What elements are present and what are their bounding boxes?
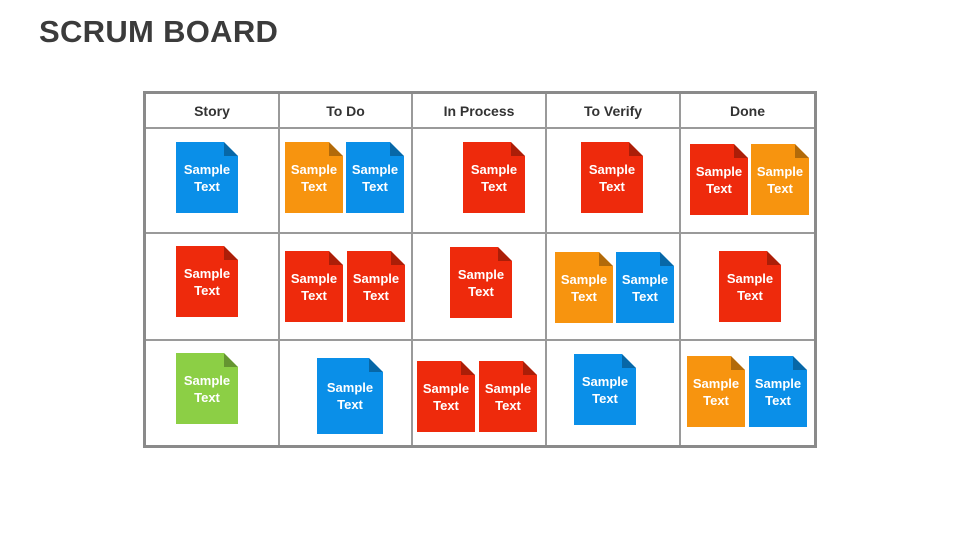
note-label: Sample Text: [326, 380, 374, 412]
sticky-note[interactable]: Sample Text: [417, 361, 475, 432]
row-divider: [146, 232, 814, 234]
sticky-note[interactable]: Sample Text: [574, 354, 636, 425]
column-divider: [545, 94, 547, 445]
note-label: Sample Text: [754, 375, 802, 408]
note-label: Sample Text: [183, 161, 231, 194]
sticky-note[interactable]: Sample Text: [176, 353, 238, 424]
note-label: Sample Text: [484, 380, 532, 413]
sticky-note[interactable]: Sample Text: [687, 356, 745, 427]
sticky-note[interactable]: Sample Text: [555, 252, 613, 323]
sticky-note[interactable]: Sample Text: [450, 247, 512, 318]
sticky-note[interactable]: Sample Text: [176, 246, 238, 317]
column-divider: [278, 94, 280, 445]
column-header-story: Story: [194, 103, 230, 119]
column-divider: [411, 94, 413, 445]
note-label: Sample Text: [560, 271, 608, 304]
sticky-note[interactable]: Sample Text: [751, 144, 809, 215]
sticky-note[interactable]: Sample Text: [463, 142, 525, 213]
sticky-note[interactable]: Sample Text: [346, 142, 404, 213]
scrum-board: Story To Do In Process To Verify Done Sa…: [143, 91, 817, 448]
note-label: Sample Text: [183, 372, 231, 405]
sticky-note[interactable]: Sample Text: [285, 251, 343, 322]
note-label: Sample Text: [351, 161, 399, 194]
sticky-note[interactable]: Sample Text: [690, 144, 748, 215]
note-label: Sample Text: [621, 271, 669, 304]
sticky-note[interactable]: Sample Text: [581, 142, 643, 213]
note-label: Sample Text: [290, 161, 338, 194]
sticky-note[interactable]: Sample Text: [616, 252, 674, 323]
note-label: Sample Text: [695, 163, 743, 196]
page-title: SCRUM BOARD: [39, 14, 279, 49]
note-label: Sample Text: [352, 270, 400, 303]
sticky-note[interactable]: Sample Text: [749, 356, 807, 427]
note-label: Sample Text: [692, 375, 740, 408]
note-label: Sample Text: [581, 373, 629, 406]
sticky-note[interactable]: Sample Text: [285, 142, 343, 213]
note-label: Sample Text: [588, 161, 636, 194]
column-header-in-process: In Process: [443, 103, 515, 119]
note-label: Sample Text: [183, 265, 231, 298]
note-label: Sample Text: [726, 270, 774, 303]
note-label: Sample Text: [470, 161, 518, 194]
note-label: Sample Text: [756, 163, 804, 196]
sticky-note[interactable]: Sample Text: [719, 251, 781, 322]
sticky-note[interactable]: Sample Text: [347, 251, 405, 322]
column-divider: [679, 94, 681, 445]
row-divider: [146, 339, 814, 341]
sticky-note[interactable]: Sample Text: [176, 142, 238, 213]
column-header-to-verify: To Verify: [583, 103, 643, 119]
column-header-done: Done: [730, 103, 765, 119]
note-label: Sample Text: [290, 270, 338, 303]
note-label: Sample Text: [457, 266, 505, 299]
sticky-note[interactable]: Sample Text: [317, 358, 383, 434]
header-divider: [146, 127, 814, 129]
column-header-to-do: To Do: [326, 103, 365, 119]
sticky-note[interactable]: Sample Text: [479, 361, 537, 432]
note-label: Sample Text: [422, 380, 470, 413]
